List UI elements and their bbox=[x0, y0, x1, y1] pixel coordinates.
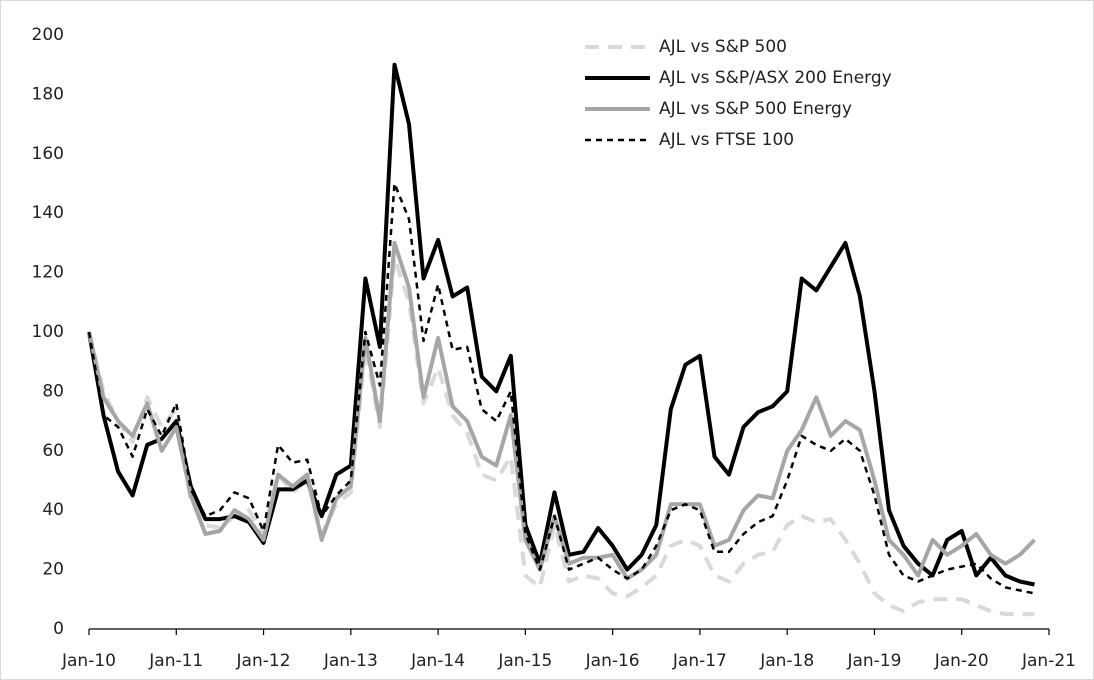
series-line bbox=[87, 255, 1035, 617]
x-tick-label: Jan-12 bbox=[236, 651, 291, 671]
y-tick-label: 100 bbox=[32, 322, 64, 342]
x-tick-label: Jan-19 bbox=[846, 651, 901, 671]
x-tick-label: Jan-20 bbox=[934, 651, 989, 671]
x-tick-label: Jan-15 bbox=[497, 651, 552, 671]
x-tick-label: Jan-18 bbox=[759, 651, 814, 671]
legend-label: AJL vs S&P/ASX 200 Energy bbox=[659, 68, 892, 88]
x-tick-label: Jan-10 bbox=[61, 651, 116, 671]
x-tick-label: Jan-13 bbox=[323, 651, 378, 671]
y-tick-label: 0 bbox=[53, 619, 64, 639]
y-tick-label: 20 bbox=[42, 560, 64, 580]
y-tick-label: 140 bbox=[32, 203, 64, 223]
legend-label: AJL vs S&P 500 bbox=[659, 37, 787, 57]
legend-label: AJL vs FTSE 100 bbox=[659, 130, 794, 150]
x-tick-label: Jan-16 bbox=[585, 651, 640, 671]
series-line bbox=[87, 182, 1035, 595]
series-line bbox=[87, 62, 1035, 587]
y-tick-label: 80 bbox=[42, 381, 64, 401]
y-tick-label: 60 bbox=[42, 441, 64, 461]
y-tick-label: 40 bbox=[42, 500, 64, 520]
legend: AJL vs S&P 500 AJL vs S&P/ASX 200 Energy A… bbox=[585, 37, 892, 150]
x-tick-label: Jan-14 bbox=[410, 651, 465, 671]
y-tick-label: 180 bbox=[32, 84, 64, 104]
y-tick-label: 160 bbox=[32, 144, 64, 164]
legend-label: AJL vs S&P 500 Energy bbox=[659, 99, 852, 119]
x-tick-label: Jan-21 bbox=[1021, 651, 1076, 671]
y-tick-label: 120 bbox=[32, 263, 64, 283]
x-tick-label: Jan-11 bbox=[148, 651, 203, 671]
y-tick-label: 200 bbox=[32, 25, 64, 45]
x-tick-label: Jan-17 bbox=[672, 651, 727, 671]
